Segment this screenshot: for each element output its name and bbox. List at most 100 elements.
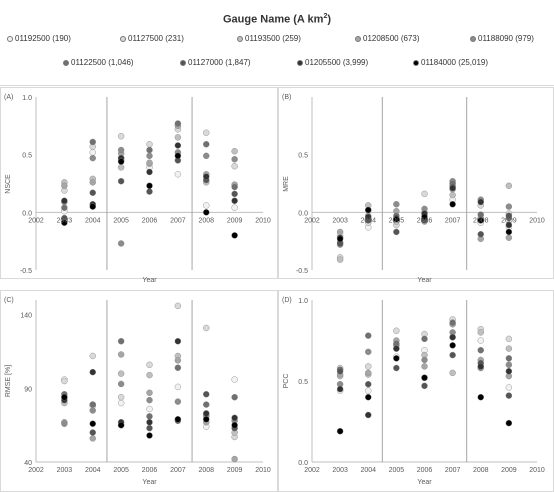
data-point bbox=[146, 413, 153, 420]
data-point bbox=[146, 396, 153, 404]
panel-C bbox=[0, 290, 278, 492]
data-point bbox=[117, 421, 125, 429]
data-point bbox=[89, 179, 96, 186]
data-point bbox=[117, 240, 125, 247]
data-point bbox=[231, 421, 238, 429]
data-point bbox=[174, 171, 182, 178]
panel-label: (B) bbox=[282, 94, 291, 101]
data-point bbox=[477, 198, 484, 206]
data-point bbox=[174, 338, 182, 345]
data-point bbox=[365, 381, 372, 388]
legend-item: 01205500 (3,999) bbox=[297, 58, 368, 67]
data-point bbox=[89, 189, 96, 196]
x-tick-label: 2002 bbox=[304, 467, 320, 474]
data-point bbox=[421, 363, 428, 370]
data-point bbox=[477, 231, 484, 238]
x-tick-label: 2003 bbox=[332, 217, 348, 224]
x-tick-label: 2006 bbox=[417, 467, 433, 474]
y-tick-label: 0.5 bbox=[298, 379, 308, 386]
data-point bbox=[336, 235, 344, 243]
data-point bbox=[146, 405, 153, 413]
data-point bbox=[117, 399, 125, 407]
data-point bbox=[146, 141, 153, 148]
data-point bbox=[393, 201, 400, 208]
data-point bbox=[477, 217, 484, 224]
data-point bbox=[203, 410, 210, 417]
panel-frame bbox=[278, 290, 554, 492]
data-point bbox=[505, 234, 513, 241]
data-point bbox=[117, 146, 125, 154]
data-point bbox=[449, 342, 456, 349]
data-point bbox=[477, 337, 484, 344]
legend: Gauge Name (A km2) 01192500 (190) 011275… bbox=[0, 0, 554, 86]
panel-label: (A) bbox=[4, 94, 13, 101]
data-point bbox=[365, 348, 372, 356]
data-point bbox=[449, 319, 456, 326]
data-point bbox=[365, 387, 372, 394]
x-axis-label: Year bbox=[417, 479, 432, 486]
panel-label: (C) bbox=[4, 297, 14, 304]
data-point bbox=[393, 228, 400, 236]
data-point bbox=[505, 384, 513, 391]
x-tick-label: 2006 bbox=[417, 217, 433, 224]
legend-marker-icon bbox=[355, 35, 361, 42]
y-axis-label: PCC bbox=[283, 374, 290, 389]
x-tick-label: 2006 bbox=[142, 217, 158, 224]
x-tick-label: 2009 bbox=[501, 217, 517, 224]
data-point bbox=[117, 158, 125, 165]
x-tick-label: 2003 bbox=[332, 467, 348, 474]
y-tick-label: 40 bbox=[24, 460, 32, 467]
data-point bbox=[421, 374, 428, 381]
x-axis-label: Year bbox=[142, 277, 157, 284]
data-point bbox=[117, 394, 125, 401]
x-tick-label: 2004 bbox=[85, 217, 101, 224]
x-tick-label: 2005 bbox=[389, 217, 405, 224]
data-point bbox=[449, 201, 456, 208]
data-point bbox=[146, 419, 153, 426]
x-tick-label: 2008 bbox=[473, 467, 489, 474]
x-tick-label: 2010 bbox=[255, 217, 271, 224]
legend-marker-icon bbox=[7, 35, 13, 42]
data-point bbox=[231, 394, 238, 401]
data-point bbox=[174, 416, 182, 423]
x-tick-label: 2003 bbox=[57, 467, 73, 474]
y-axis-label: MRE bbox=[283, 176, 290, 192]
data-point bbox=[393, 364, 400, 372]
data-point bbox=[203, 141, 210, 148]
x-tick-label: 2003 bbox=[57, 217, 73, 224]
data-point bbox=[505, 221, 513, 229]
panel-D bbox=[278, 290, 554, 492]
panel-B bbox=[278, 87, 554, 279]
data-point bbox=[174, 364, 182, 371]
data-point bbox=[477, 329, 484, 336]
data-point bbox=[61, 377, 68, 385]
data-point bbox=[505, 392, 513, 399]
data-point bbox=[231, 414, 238, 422]
legend-marker-icon bbox=[180, 59, 186, 66]
data-point bbox=[174, 302, 182, 310]
data-point bbox=[89, 138, 96, 146]
data-point bbox=[505, 212, 513, 219]
data-point bbox=[365, 332, 372, 339]
data-point bbox=[174, 134, 182, 141]
data-point bbox=[203, 202, 210, 209]
y-axis-label: RMSE [%] bbox=[5, 365, 12, 397]
data-point bbox=[146, 168, 153, 176]
data-point bbox=[174, 152, 182, 160]
y-tick-label: 1.0 bbox=[298, 298, 308, 305]
y-tick-label: 0.5 bbox=[22, 153, 32, 160]
data-point bbox=[89, 154, 96, 162]
data-point bbox=[61, 219, 68, 226]
legend-item: 01184000 (25,019) bbox=[413, 58, 488, 67]
x-tick-label: 2004 bbox=[85, 467, 101, 474]
data-point bbox=[449, 369, 456, 377]
panel-frame bbox=[278, 87, 554, 279]
x-tick-label: 2007 bbox=[445, 217, 461, 224]
data-point bbox=[174, 398, 182, 405]
legend-item: 01193500 (259) bbox=[237, 34, 301, 43]
data-point bbox=[203, 391, 210, 398]
x-axis-label: Year bbox=[142, 479, 157, 486]
data-point bbox=[365, 206, 372, 214]
data-point bbox=[61, 197, 68, 205]
x-tick-label: 2008 bbox=[473, 217, 489, 224]
